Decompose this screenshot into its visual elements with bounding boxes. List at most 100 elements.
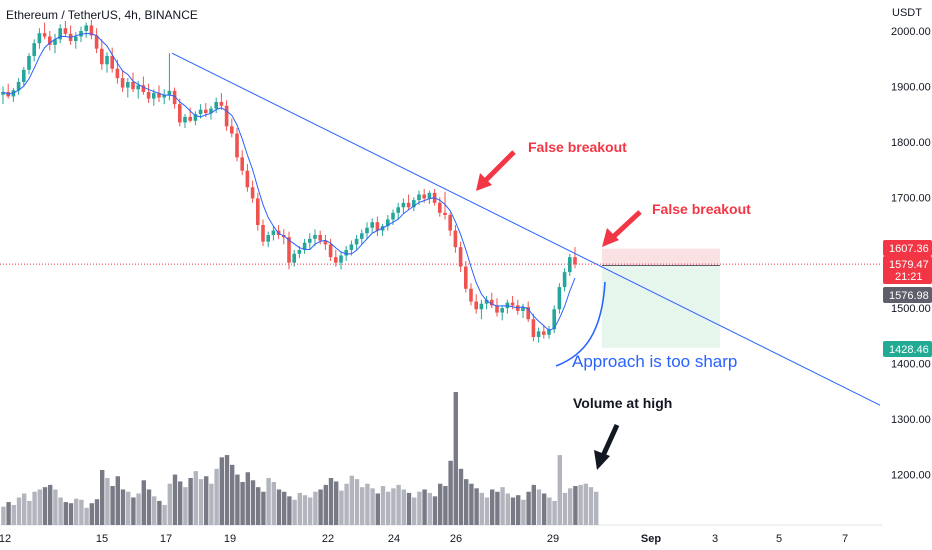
candle-body [391, 212, 395, 220]
candle-body [292, 253, 296, 263]
candle-body [469, 288, 473, 302]
volume-bar [396, 484, 401, 525]
candle-body [344, 249, 348, 256]
volume-bar [120, 489, 126, 525]
candle-body [136, 85, 140, 90]
volume-bar [282, 491, 287, 525]
candle-body [53, 39, 57, 45]
candle-body [510, 302, 515, 306]
volume-bar [42, 487, 48, 525]
candle-body [214, 101, 218, 109]
candle-body [42, 33, 47, 37]
volume-bar [328, 477, 334, 525]
volume-bar [354, 479, 360, 525]
candle-body [209, 108, 213, 114]
volume-bar [432, 496, 438, 525]
candle-body [500, 308, 504, 313]
candle-body [250, 187, 255, 199]
svg-text:1576.98: 1576.98 [889, 290, 929, 302]
volume-bar [448, 460, 453, 525]
volume-bar [115, 476, 120, 525]
time-tick-label: 26 [450, 533, 462, 545]
volume-bar [453, 392, 458, 525]
volume-bar [204, 476, 209, 525]
volume-bar [58, 497, 63, 525]
time-tick-label: 17 [160, 533, 172, 545]
price-tick-label: 1800.00 [891, 137, 931, 149]
volume-bar [48, 484, 53, 525]
price-tag-current: 1607.36 [883, 240, 932, 256]
candle-body [167, 90, 172, 95]
candle-body [401, 202, 406, 208]
volume-bar [16, 497, 22, 525]
volume-bar [339, 490, 344, 525]
candle-body [386, 219, 390, 227]
candle-body [1, 91, 5, 95]
candle-body [235, 133, 239, 158]
time-tick-label: 24 [388, 533, 400, 545]
volume-bar [547, 497, 552, 525]
candle-body [375, 222, 380, 231]
candle-body [339, 255, 343, 263]
candle-body [323, 240, 328, 245]
candle-body [349, 244, 354, 250]
volume-bar [162, 504, 167, 525]
candle-body [302, 242, 307, 250]
candle-body [94, 35, 99, 49]
volume-bar [422, 489, 427, 525]
candle-body [172, 90, 177, 105]
volume-bar [292, 499, 297, 525]
volume-bar [110, 486, 115, 525]
volume-bar [542, 493, 547, 525]
candle-body [526, 307, 530, 320]
volume-bar [583, 483, 588, 525]
candle-body [547, 329, 551, 335]
volume-bar [521, 499, 526, 525]
candle-body [183, 116, 187, 123]
candle-body [313, 234, 317, 239]
candle-body [110, 55, 114, 69]
candle-body [178, 104, 182, 123]
stop-loss-zone[interactable] [602, 248, 720, 266]
candle-body [443, 212, 447, 216]
candle-body [120, 78, 125, 88]
candle-body [458, 247, 463, 267]
volume-bar [510, 497, 516, 525]
volume-bar [250, 480, 256, 525]
candle-body [256, 198, 260, 225]
volume-bar [375, 493, 380, 525]
volume-bar [198, 479, 204, 525]
volume-bar [141, 480, 146, 525]
volume-bar [386, 491, 391, 525]
volume-bars [1, 392, 599, 525]
volume-bar [219, 457, 224, 525]
candle-body [266, 234, 270, 242]
candle-body [417, 194, 421, 201]
volume-bar [360, 487, 365, 525]
downtrend-line[interactable] [171, 52, 881, 406]
volume-bar [193, 471, 198, 525]
volume-bar [313, 491, 318, 525]
candle-body [245, 170, 250, 188]
volume-bar [100, 469, 105, 525]
price-tick-label: 2000.00 [891, 26, 931, 38]
volume-bar [380, 486, 386, 525]
volume-bar [27, 500, 32, 525]
volume-bar [594, 491, 599, 525]
candle-body [354, 238, 359, 245]
candle-body [100, 48, 104, 65]
volume-bar [224, 455, 230, 525]
volume-bar [500, 487, 505, 525]
volume-bar [84, 507, 89, 525]
false-breakout-label-1: False breakout [528, 139, 627, 155]
take-profit-zone[interactable] [602, 265, 720, 348]
volume-bar [526, 491, 531, 525]
volume-bar [495, 491, 500, 525]
time-tick-label: 22 [322, 533, 334, 545]
candle-body [308, 238, 312, 243]
volume-bar [417, 491, 422, 525]
candle-body [412, 200, 416, 208]
candle-body [448, 215, 452, 231]
volume-bar [406, 492, 412, 525]
